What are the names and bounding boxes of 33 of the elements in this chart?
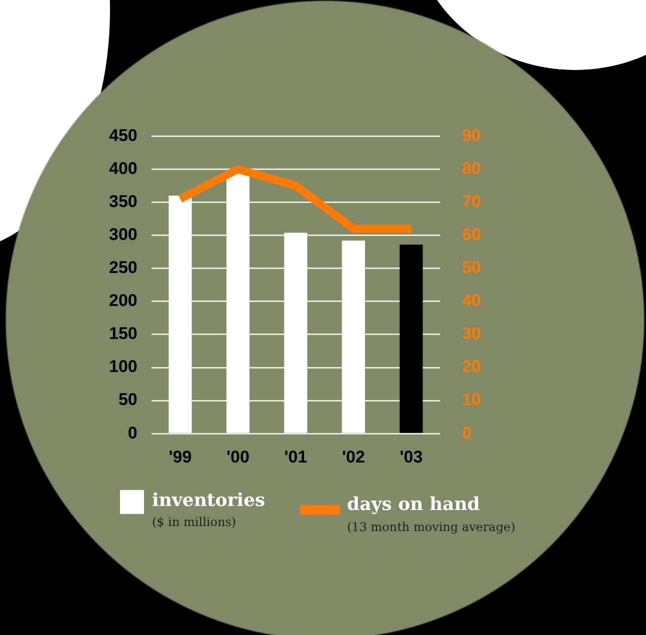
y-tick-label: 100 xyxy=(108,357,138,376)
y-tick-label: 150 xyxy=(108,324,138,344)
y2-tick-label: 50 xyxy=(462,258,482,278)
y2-tick-label: 30 xyxy=(462,324,482,344)
x-tick-label: '01 xyxy=(284,447,308,466)
y2-tick-label: 0 xyxy=(462,423,472,442)
bar xyxy=(284,232,308,433)
text: ($ in millions) xyxy=(152,515,236,529)
text: (13 month moving average) xyxy=(347,520,516,534)
bar xyxy=(342,240,366,433)
y-tick-label: 200 xyxy=(108,291,138,310)
y2-tick-label: 40 xyxy=(462,291,482,310)
y2-tick-label: 70 xyxy=(462,192,482,211)
x-tick-label: '99 xyxy=(168,447,192,466)
y2-tick-label: 60 xyxy=(462,225,482,244)
y2-tick-label: 10 xyxy=(462,390,482,410)
y-tick-label: 400 xyxy=(108,158,138,178)
y-tick-label: 0 xyxy=(128,423,138,442)
y-tick-label: 300 xyxy=(108,225,138,244)
bar xyxy=(168,196,192,433)
y-tick-label: 50 xyxy=(118,390,138,410)
y2-tick-label: 20 xyxy=(462,357,482,376)
legend-label: inventories xyxy=(152,490,266,511)
x-tick-label: '03 xyxy=(400,447,423,466)
x-tick-label: '00 xyxy=(226,447,250,466)
x-tick-label: '02 xyxy=(342,447,365,466)
y2-tick-label: 80 xyxy=(462,158,482,178)
bar xyxy=(400,244,423,433)
y-tick-label: 250 xyxy=(108,258,138,278)
y-tick-label: 450 xyxy=(108,126,138,145)
legend-label: days on hand xyxy=(347,494,480,515)
y2-tick-label: 90 xyxy=(462,126,482,145)
y-tick-label: 350 xyxy=(108,192,138,211)
